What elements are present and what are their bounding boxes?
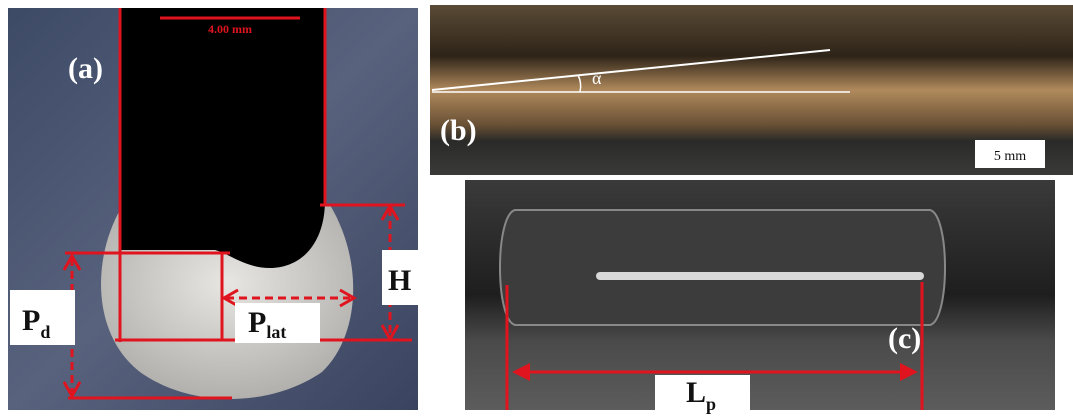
subscript: d <box>40 322 50 342</box>
subscript: lat <box>266 322 286 342</box>
panel-a: 4.00 mm Pd Plat H (a) <box>8 8 418 410</box>
page: 4.00 mm Pd Plat H (a) α 5 mm (b) <box>0 0 1073 416</box>
scale-label: 5 mm <box>994 149 1026 164</box>
figure: 4.00 mm Pd Plat H (a) α 5 mm (b) <box>0 0 1073 416</box>
scale-label: 4.00 mm <box>208 22 252 36</box>
subscript: p <box>706 394 716 414</box>
weld-track <box>500 210 945 325</box>
angle-label: α <box>592 68 602 88</box>
panel-label: (c) <box>888 322 921 355</box>
keyhole <box>120 8 325 268</box>
symbol: P <box>248 306 266 339</box>
symbol: P <box>22 304 40 337</box>
panel-b: α 5 mm (b) <box>430 5 1073 175</box>
symbol: L <box>686 376 706 409</box>
panel-c: Lp (c) <box>465 180 1055 414</box>
panel-label: (b) <box>440 114 477 147</box>
panel-label: (a) <box>68 52 103 85</box>
h-label: H <box>388 264 411 297</box>
